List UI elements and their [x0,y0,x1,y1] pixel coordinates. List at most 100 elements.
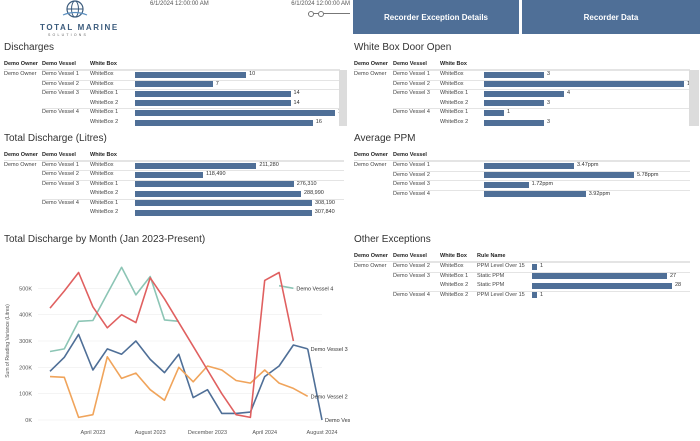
other_exceptions-row-rule [393,290,690,292]
other_exceptions-header-rule [354,261,690,262]
x-tick-label: April 2024 [252,430,277,436]
y-tick-label: 500K [19,286,32,292]
logo-title: TOTAL MARINE [40,23,119,32]
other_exceptions-bar [532,273,667,280]
y-tick-label: 200K [19,365,32,371]
door_open-value-label: 3 [547,71,551,77]
y-tick-label: 300K [19,339,32,345]
avg_ppm-value-label: 5.78ppm [637,171,659,178]
avg_ppm-vessel-cell: Demo Vessel 3 [393,181,430,188]
other_exceptions-vessel-cell: Demo Vessel 2 [393,263,430,269]
total_discharge-row-rule [42,198,344,200]
avg_ppm-header-vessel: Demo Vessel [393,152,427,158]
date-end: 6/1/2024 12:00:00 AM [291,1,350,7]
recorder-exception-details-button[interactable]: Recorder Exception Details [353,0,519,34]
total_discharge-header-whitebox: White Box [90,152,117,158]
date-range-slider[interactable] [308,11,350,17]
discharges-vessel-cell: Demo Vessel 1 [42,71,79,77]
door_open-vessel-cell: Demo Vessel 4 [393,109,430,116]
other_exceptions-row-rule [393,262,690,263]
discharges-vessel-cell: Demo Vessel 3 [42,90,79,97]
recorder-data-button[interactable]: Recorder Data [522,0,700,34]
series-line [49,356,309,419]
discharges-row-rule [42,79,340,81]
total_discharge-row-rule [42,170,344,172]
door_open-value-label: 1 [507,109,511,116]
slider-track [308,13,350,14]
total_discharge-bar [135,171,204,178]
discharges-value-label: 14 [293,99,300,106]
avg_ppm-bar [484,162,575,169]
door_open-whitebox-cell: WhiteBox 1 [440,90,469,97]
other_exceptions-vessel-cell: Demo Vessel 3 [393,272,430,279]
y-axis-label: Sum of Reading Variance (Litres) [5,304,11,378]
other_exceptions-bar [532,263,537,270]
discharges-row-rule [42,108,340,110]
avg_ppm-value-label: 3.47ppm [577,162,599,168]
total_discharge-vessel-cell: Demo Vessel 4 [42,199,79,206]
discharges-scrollbar[interactable] [339,70,347,126]
door_open-whitebox-cell: WhiteBox [440,71,464,77]
x-tick-label: August 2023 [135,430,166,436]
other_exceptions-value-label: 1 [540,291,544,298]
discharges-bar [135,100,291,107]
total_discharge-whitebox-cell: WhiteBox [90,162,114,168]
other_exceptions-whitebox-cell: WhiteBox [440,263,464,269]
door-open-scrollbar[interactable] [689,70,699,126]
door_open-bar [484,71,544,78]
door_open-owner-cell: Demo Owner [354,71,387,77]
slider-start-handle[interactable] [308,11,314,17]
series-end-label: Demo Vessel 1 [325,418,350,424]
slider-end-handle[interactable] [318,11,324,17]
door_open-bar [484,90,564,97]
door_open-header-vessel: Demo Vessel [393,61,427,67]
discharges-value-label: 7 [215,80,219,87]
discharges-bar [135,109,335,116]
avg_ppm-header-owner: Demo Owner [354,152,388,158]
other_exceptions-rule-cell: Static PPM [477,272,505,279]
door_open-row-rule [393,89,690,91]
door_open-vessel-cell: Demo Vessel 3 [393,90,430,97]
discharges-header-rule [4,69,340,70]
other_exceptions-rule-cell: PPM Level Over 15 [477,263,525,269]
door_open-whitebox-cell: WhiteBox [440,80,464,87]
other_exceptions-bar [532,282,672,289]
other_exceptions-rule-cell: Static PPM [477,282,505,289]
door_open-vessel-cell: Demo Vessel 2 [393,80,430,87]
total_discharge-vessel-cell: Demo Vessel 3 [42,180,79,187]
other_exceptions-rule-cell: PPM Level Over 15 [477,291,525,298]
total_discharge-owner-cell: Demo Owner [4,162,37,168]
total_discharge-whitebox-cell: WhiteBox 2 [90,190,119,197]
avg_ppm-value-label: 3.92ppm [588,190,611,197]
discharge-by-month-chart: 0K 100K 200K 300K 400K 500K April 2023 August 2… [5,266,350,436]
other_exceptions-header-vessel: Demo Vessel [393,253,427,259]
total_discharge-value-label: 118,490 [206,171,226,178]
other_exceptions-header-rule: Rule Name [477,253,506,259]
total_discharge-bar [135,162,257,169]
total_discharge-whitebox-cell: WhiteBox 1 [90,199,119,206]
series-end-label: Demo Vessel 4 [296,286,333,292]
total_discharge-row-rule [42,179,344,181]
door_open-header-rule [354,69,690,70]
total_discharge-value-label: 288,990 [303,190,324,197]
x-tick-label: August 2024 [307,430,338,436]
total_discharge-bar [135,200,312,207]
door_open-header-owner: Demo Owner [354,61,388,67]
total_discharge-vessel-cell: Demo Vessel 1 [42,162,79,168]
other_exceptions-whitebox-cell: WhiteBox 2 [440,282,469,289]
other_exceptions-header-whitebox: White Box [440,253,467,259]
y-tick-label: 0K [25,418,32,424]
avg_ppm-header-rule [354,160,690,161]
series-line [306,348,323,421]
discharges-vessel-cell: Demo Vessel 2 [42,80,79,87]
total_discharge-value-label: 308,190 [315,199,335,206]
discharges-owner-cell: Demo Owner [4,71,37,77]
total_discharge-whitebox-cell: WhiteBox [90,171,114,178]
discharges-title: Discharges [4,42,55,53]
average-ppm-title: Average PPM [354,133,416,144]
discharges-value-label: 10 [249,71,256,77]
door_open-value-label: 4 [567,90,571,97]
door_open-row-rule [393,70,690,71]
door_open-row-rule [393,79,690,81]
avg_ppm-owner-cell: Demo Owner [354,162,387,168]
